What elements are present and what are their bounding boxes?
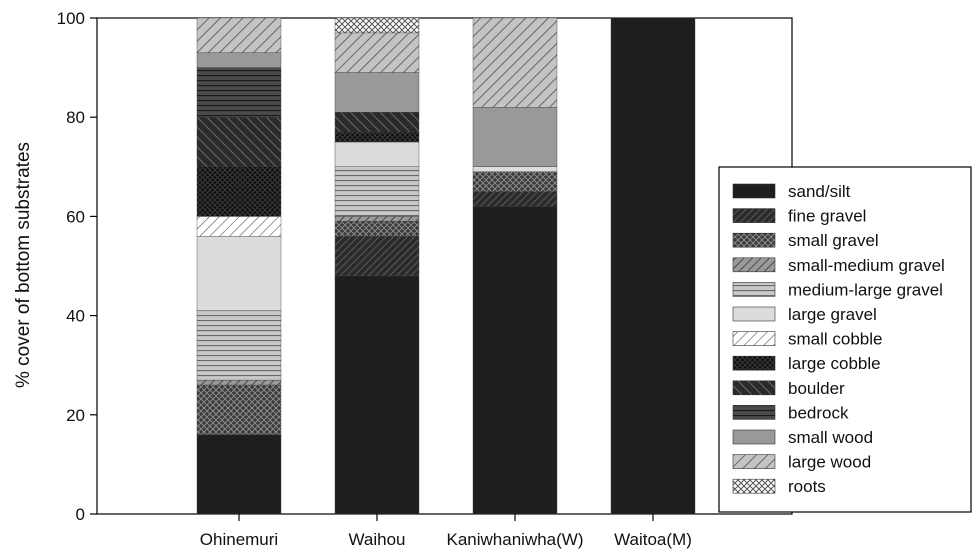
y-tick-label-80: 80 — [66, 108, 85, 127]
legend-label-small-gravel: small gravel — [788, 231, 879, 250]
bar-stack-ohinemuri — [196, 17, 282, 515]
bar-segment-ohinemuri-small-medium-gravel — [196, 379, 282, 386]
bar-segment-waihou-large-gravel — [334, 141, 420, 167]
y-tick-label-20: 20 — [66, 406, 85, 425]
legend-swatch-boulder — [732, 380, 776, 396]
bar-segment-ohinemuri-small-cobble — [196, 216, 282, 237]
legend-label-small-cobble: small cobble — [788, 330, 883, 349]
x-tick-label-ohinemuri: Ohinemuri — [200, 530, 278, 549]
legend-swatch-medium-large-gravel — [732, 282, 776, 297]
bar-segment-waitoa-m-sand-silt — [610, 17, 696, 515]
legend-label-boulder: boulder — [788, 379, 845, 398]
bar-segment-ohinemuri-small-wood — [196, 52, 282, 68]
bar-segment-waihou-medium-large-gravel — [334, 166, 420, 217]
bar-segment-waihou-small-medium-gravel — [334, 216, 420, 222]
bar-segment-ohinemuri-sand-silt — [196, 434, 282, 515]
bar-segment-ohinemuri-large-gravel — [196, 236, 282, 311]
legend-swatch-bedrock — [732, 405, 776, 420]
bar-segment-ohinemuri-large-wood — [196, 17, 282, 53]
bar-segment-waihou-fine-gravel — [334, 236, 420, 277]
legend-label-fine-gravel: fine gravel — [788, 207, 866, 226]
y-axis-label: % cover of bottom substrates — [13, 142, 34, 388]
y-tick-label-0: 0 — [76, 505, 85, 524]
legend-swatch-large-cobble — [732, 355, 776, 371]
legend-swatch-small-cobble — [732, 331, 776, 346]
legend-swatch-small-medium-gravel — [732, 257, 776, 273]
bar-stack-waihou — [334, 17, 420, 515]
bar-segment-waihou-sand-silt — [334, 275, 420, 515]
bar-segment-ohinemuri-medium-large-gravel — [196, 310, 282, 381]
legend-label-roots: roots — [788, 477, 826, 496]
y-tick-label-100: 100 — [57, 9, 85, 28]
legend-swatch-roots — [732, 478, 776, 494]
legend-swatch-large-gravel — [732, 306, 776, 322]
legend-label-large-wood: large wood — [788, 453, 871, 472]
bar-segment-ohinemuri-bedrock — [196, 67, 282, 118]
axes-layer: 0 20 40 60 80 100 Ohinemuri Waihou Kaniwhaniwha(… — [57, 9, 692, 549]
bar-segment-waihou-boulder — [334, 112, 420, 133]
legend-swatch-fine-gravel — [732, 208, 776, 223]
legend-label-large-cobble: large cobble — [788, 354, 881, 373]
bar-segment-kaniwhaniwha-w-small-wood — [472, 107, 558, 167]
bar-segment-kaniwhaniwha-w-small-gravel — [472, 171, 558, 192]
bar-segment-waihou-roots — [334, 17, 420, 34]
legend-swatch-small-wood — [732, 429, 776, 445]
y-tick-label-40: 40 — [66, 307, 85, 326]
legend-label-bedrock: bedrock — [788, 403, 849, 422]
bar-segment-kaniwhaniwha-w-large-wood — [472, 17, 558, 108]
bar-segment-kaniwhaniwha-w-fine-gravel — [472, 191, 558, 207]
x-tick-label-waitoa-m: Waitoa(M) — [614, 530, 692, 549]
bar-segment-kaniwhaniwha-w-large-gravel — [472, 166, 558, 172]
bar-segment-waihou-large-cobble — [334, 131, 420, 143]
bar-stack-kaniwhaniwha-w — [472, 17, 558, 515]
x-tick-label-kaniwhaniwha-w: Kaniwhaniwha(W) — [447, 530, 584, 549]
legend-swatch-small-gravel — [732, 232, 776, 248]
bar-segment-kaniwhaniwha-w-sand-silt — [472, 206, 558, 515]
legend-swatch-large-wood — [732, 454, 776, 469]
legend-label-large-gravel: large gravel — [788, 305, 877, 324]
bar-segment-ohinemuri-small-gravel — [196, 384, 282, 435]
legend-label-small-wood: small wood — [788, 428, 873, 447]
x-tick-label-waihou: Waihou — [348, 530, 405, 549]
bar-segment-waihou-small-gravel — [334, 221, 420, 237]
legend-swatch-sand-silt — [732, 183, 776, 199]
bars-layer — [196, 17, 696, 515]
bar-stack-waitoa-m — [610, 17, 696, 515]
legend: sand/silt fine gravel small gravel small-me… — [718, 166, 972, 513]
bar-segment-waihou-small-wood — [334, 72, 420, 113]
legend-label-small-medium-gravel: small-medium gravel — [788, 256, 945, 275]
legend-label-sand-silt: sand/silt — [788, 182, 851, 201]
bar-segment-waihou-large-wood — [334, 32, 420, 73]
bar-segment-ohinemuri-large-cobble — [196, 166, 282, 217]
y-tick-label-60: 60 — [66, 207, 85, 226]
bar-segment-ohinemuri-boulder — [196, 116, 282, 167]
legend-label-medium-large-gravel: medium-large gravel — [788, 280, 943, 299]
